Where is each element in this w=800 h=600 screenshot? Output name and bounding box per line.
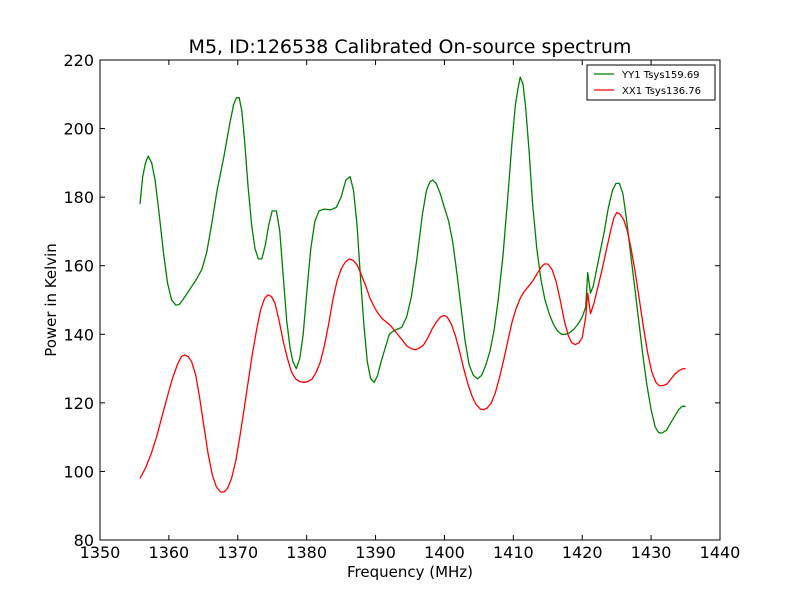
legend-box bbox=[586, 64, 716, 101]
x-tick-label: 1350 bbox=[80, 543, 121, 562]
x-tick-label: 1440 bbox=[700, 543, 741, 562]
y-tick-label: 80 bbox=[74, 531, 94, 550]
x-tick-label: 1400 bbox=[424, 543, 465, 562]
y-tick-label: 140 bbox=[63, 325, 94, 344]
legend-label-yy1: YY1 Tsys159.69 bbox=[621, 70, 700, 81]
series-line-1 bbox=[139, 211, 686, 493]
plot-area bbox=[99, 59, 721, 541]
x-tick-labels: 1350 1360 1370 1380 1390 1400 1410 1420 1430 1440 bbox=[80, 543, 741, 562]
y-tick-label: 160 bbox=[63, 257, 94, 276]
x-tick-label: 1420 bbox=[562, 543, 603, 562]
ticks-layer bbox=[99, 59, 721, 541]
legend-label-xx1: XX1 Tsys136.76 bbox=[622, 86, 701, 97]
legend: YY1 Tsys159.69 XX1 Tsys136.76 bbox=[586, 64, 716, 101]
chart-title: M5, ID:126538 Calibrated On-source spect… bbox=[189, 36, 632, 58]
y-axis-label: Power in Kelvin bbox=[42, 243, 60, 357]
x-tick-label: 1390 bbox=[355, 543, 396, 562]
y-tick-label: 100 bbox=[63, 462, 94, 481]
y-tick-labels: 80 100 120 140 160 180 200 220 bbox=[63, 51, 94, 550]
x-tick-label: 1430 bbox=[631, 543, 672, 562]
series-layer bbox=[139, 76, 686, 493]
series-line-0 bbox=[139, 76, 686, 434]
y-tick-label: 220 bbox=[63, 51, 94, 70]
x-tick-label: 1380 bbox=[286, 543, 327, 562]
y-tick-label: 180 bbox=[63, 188, 94, 207]
x-tick-label: 1360 bbox=[149, 543, 190, 562]
x-tick-label: 1370 bbox=[217, 543, 258, 562]
x-tick-label: 1410 bbox=[493, 543, 534, 562]
x-axis-label: Frequency (MHz) bbox=[347, 563, 473, 581]
y-tick-label: 120 bbox=[63, 394, 94, 413]
y-tick-label: 200 bbox=[63, 120, 94, 139]
